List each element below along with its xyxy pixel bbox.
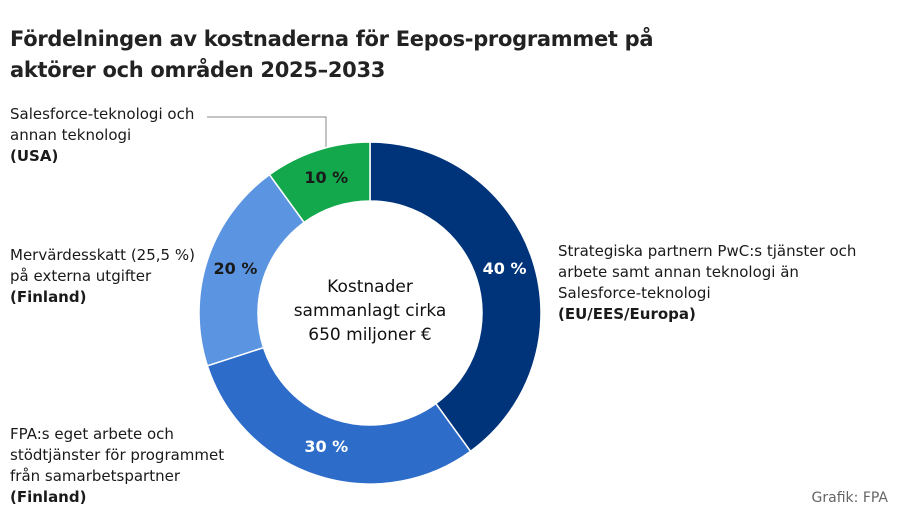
category-label: Mervärdesskatt (25,5 %) på externa utgif… [10, 246, 195, 285]
region-label: (EU/EES/Europa) [558, 305, 696, 323]
value-label: 10 % [304, 168, 348, 187]
donut-slice [369, 141, 542, 453]
value-label: 20 % [213, 259, 257, 278]
value-label: 40 % [483, 259, 527, 278]
source: Grafik: FPA [811, 490, 888, 506]
category-label: FPA:s eget arbete och stödtjänster för p… [10, 425, 225, 485]
category-label: Salesforce-teknologi och annan teknologi [10, 105, 195, 144]
leader-line [207, 116, 327, 147]
region-label: (USA) [10, 147, 59, 165]
category-label: Strategiska partnern PwC:s tjänster och … [558, 242, 857, 302]
slice-label: Strategiska partnern PwC:s tjänster och … [558, 241, 878, 325]
value-label: 30 % [304, 437, 348, 456]
chart-title: Fördelningen av kostnaderna för Eepos-pr… [10, 27, 654, 82]
region-label: (Finland) [10, 288, 87, 306]
donut-slice [268, 141, 371, 224]
slice-label: Salesforce-teknologi och annan teknologi… [10, 104, 210, 167]
center-text: Kostnader sammanlagt cirka 650 miljoner … [293, 277, 447, 345]
slice-label: Mervärdesskatt (25,5 %) på externa utgif… [10, 245, 210, 308]
region-label: (Finland) [10, 488, 87, 506]
donut-slice [206, 346, 472, 485]
slice-label: FPA:s eget arbete och stödtjänster för p… [10, 424, 242, 508]
